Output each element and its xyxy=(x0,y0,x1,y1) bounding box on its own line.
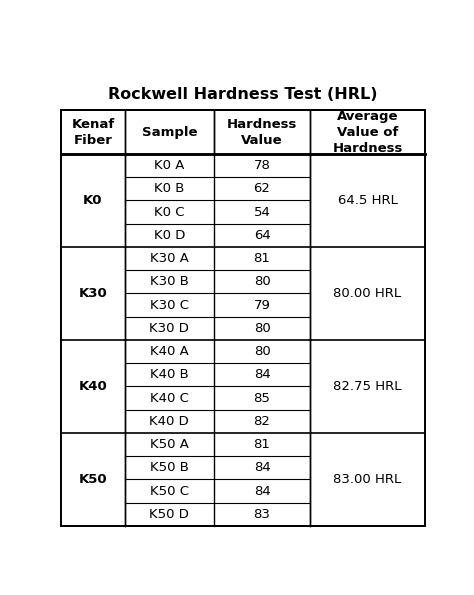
Text: 80: 80 xyxy=(254,345,270,358)
Text: K40 C: K40 C xyxy=(150,392,189,405)
Text: Kenaf
Fiber: Kenaf Fiber xyxy=(71,118,115,146)
Text: K50 B: K50 B xyxy=(150,461,189,474)
Bar xyxy=(61,154,125,247)
Text: K30 D: K30 D xyxy=(149,322,189,335)
Text: K0: K0 xyxy=(83,194,103,207)
Text: K50 C: K50 C xyxy=(150,484,189,497)
Text: 84: 84 xyxy=(254,484,270,497)
Text: 82: 82 xyxy=(254,415,271,428)
Text: K30 C: K30 C xyxy=(150,299,189,312)
Text: 83: 83 xyxy=(254,508,271,521)
Text: K30: K30 xyxy=(79,287,107,300)
Text: 83.00 HRL: 83.00 HRL xyxy=(333,473,401,486)
Text: K40: K40 xyxy=(79,380,107,393)
Bar xyxy=(61,340,125,433)
Bar xyxy=(310,247,425,340)
Text: 80: 80 xyxy=(254,275,270,289)
Text: K0 D: K0 D xyxy=(154,229,185,242)
Text: K50 A: K50 A xyxy=(150,438,189,451)
Bar xyxy=(61,247,125,340)
Text: 78: 78 xyxy=(254,159,271,172)
Text: 79: 79 xyxy=(254,299,271,312)
Text: 84: 84 xyxy=(254,461,270,474)
Text: K40 B: K40 B xyxy=(150,368,189,381)
Text: Hardness
Value: Hardness Value xyxy=(227,118,297,146)
Text: K0 C: K0 C xyxy=(154,206,184,218)
Text: K30 B: K30 B xyxy=(150,275,189,289)
Text: K40 A: K40 A xyxy=(150,345,189,358)
Text: 81: 81 xyxy=(254,252,271,265)
Text: 81: 81 xyxy=(254,438,271,451)
Text: 64.5 HRL: 64.5 HRL xyxy=(337,194,397,207)
Text: 80: 80 xyxy=(254,322,270,335)
Bar xyxy=(310,340,425,433)
Text: K50 D: K50 D xyxy=(149,508,189,521)
Text: K30 A: K30 A xyxy=(150,252,189,265)
Bar xyxy=(310,433,425,526)
Bar xyxy=(310,154,425,247)
Text: K40 D: K40 D xyxy=(149,415,189,428)
Text: 84: 84 xyxy=(254,368,270,381)
Text: K50: K50 xyxy=(79,473,107,486)
Bar xyxy=(61,433,125,526)
Text: 85: 85 xyxy=(254,392,271,405)
Text: 80.00 HRL: 80.00 HRL xyxy=(333,287,401,300)
Text: 62: 62 xyxy=(254,182,271,195)
Text: Rockwell Hardness Test (HRL): Rockwell Hardness Test (HRL) xyxy=(108,87,378,102)
Text: Sample: Sample xyxy=(142,126,197,139)
Text: 54: 54 xyxy=(254,206,271,218)
Text: K0 A: K0 A xyxy=(154,159,184,172)
Text: 82.75 HRL: 82.75 HRL xyxy=(333,380,402,393)
Text: K0 B: K0 B xyxy=(154,182,184,195)
Text: Average
Value of
Hardness: Average Value of Hardness xyxy=(332,109,403,155)
Text: 64: 64 xyxy=(254,229,270,242)
